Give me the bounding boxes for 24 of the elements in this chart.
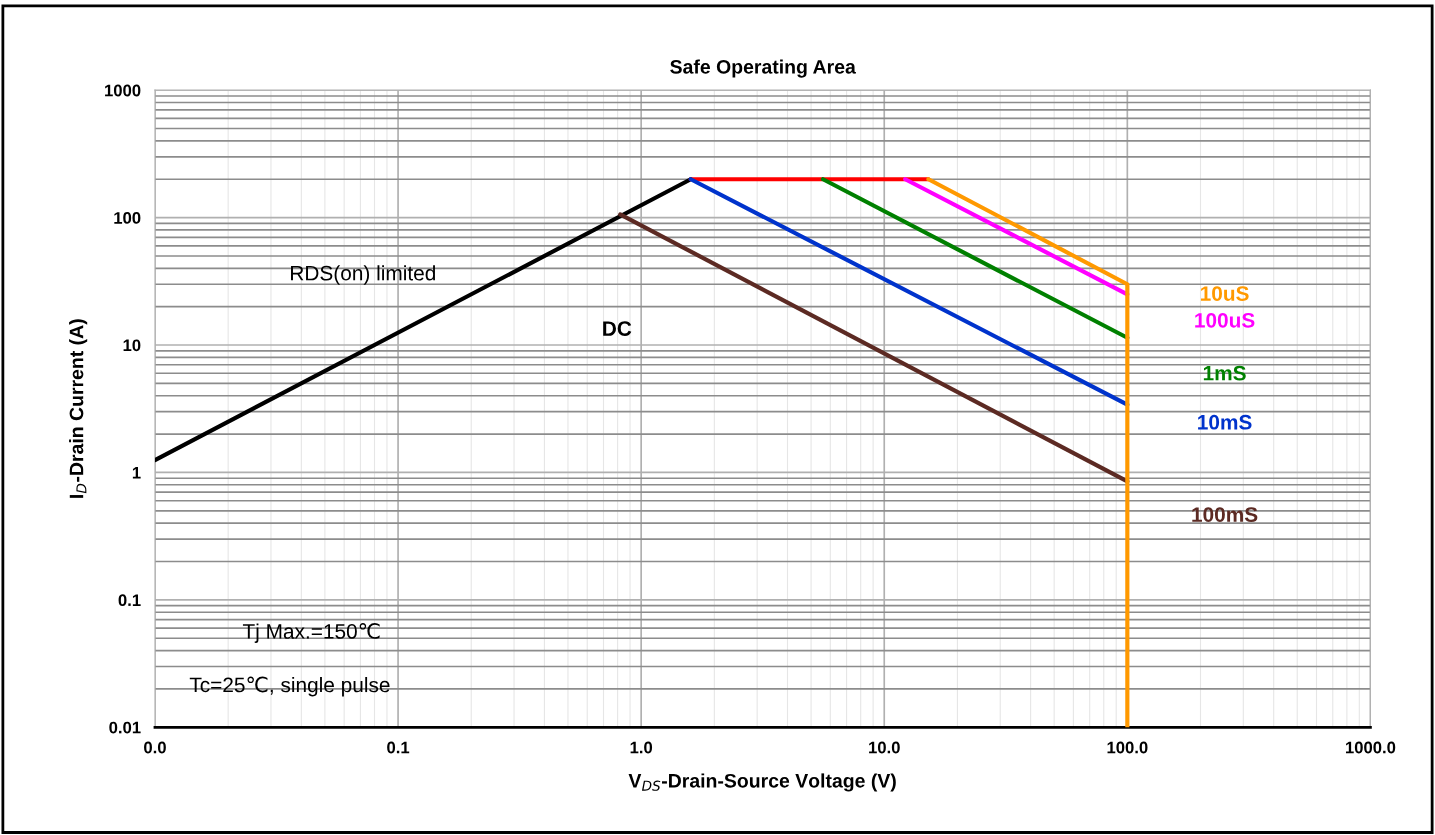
y-tick-label: 1000 (105, 84, 141, 97)
text: 10uS (1200, 286, 1249, 301)
y-tick-label: 0.01 (109, 721, 141, 734)
x-tick-label: 100.0 (1107, 741, 1148, 754)
y-tick-label: 100 (114, 212, 141, 224)
text: 10mS (1198, 414, 1252, 430)
annotation: Tc=25℃, single pulse (189, 676, 390, 697)
annotation: DC (603, 321, 632, 336)
text: 1mS (1203, 365, 1246, 381)
y-axis-title: I$_{D}$-Drain Current (A) (69, 319, 88, 498)
annotation: Tj Max.=150℃ (242, 623, 380, 643)
x-axis-title: V$_{DS}$-Drain-Source Voltage (V) (628, 773, 896, 792)
y-tick-label: 0.1 (118, 594, 141, 607)
annotation: RDS(on) limited (291, 265, 435, 285)
text: 100uS (1195, 312, 1255, 328)
x-tick-label: 0.1 (387, 741, 410, 754)
chart-title: Safe Operating Area (670, 59, 856, 78)
x-tick-label: 1000.0 (1345, 741, 1396, 754)
y-tick-label: 10 (123, 339, 141, 352)
x-tick-label: 0.0 (144, 741, 166, 754)
x-tick-label: 10.0 (869, 741, 900, 754)
text: 100mS (1192, 507, 1258, 522)
y-tick-label: 1 (132, 467, 141, 479)
x-tick-label: 1.0 (630, 741, 653, 754)
